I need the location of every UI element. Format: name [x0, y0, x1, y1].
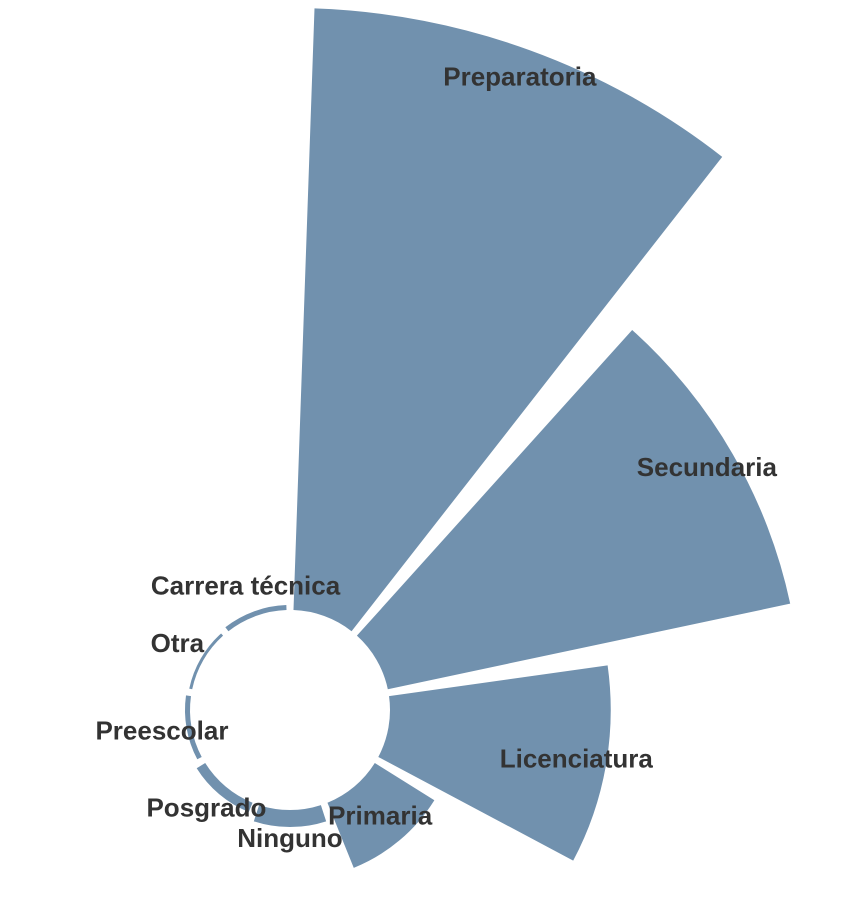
- category-label: Preparatoria: [443, 61, 597, 91]
- bar: [378, 665, 611, 861]
- category-label: Preescolar: [95, 715, 228, 745]
- category-label: Carrera técnica: [151, 571, 341, 601]
- category-label: Ninguno: [237, 823, 342, 853]
- bar: [293, 8, 723, 632]
- category-label: Posgrado: [146, 792, 266, 822]
- bar: [196, 762, 253, 813]
- bar: [253, 805, 327, 828]
- category-label: Otra: [151, 628, 205, 658]
- bar: [189, 633, 224, 690]
- bar: [184, 695, 202, 760]
- bar: [327, 762, 435, 868]
- bar: [225, 605, 287, 632]
- category-label: Secundaria: [637, 452, 778, 482]
- bar: [356, 329, 791, 690]
- category-label: Primaria: [328, 800, 433, 830]
- category-label: Licenciatura: [500, 743, 654, 773]
